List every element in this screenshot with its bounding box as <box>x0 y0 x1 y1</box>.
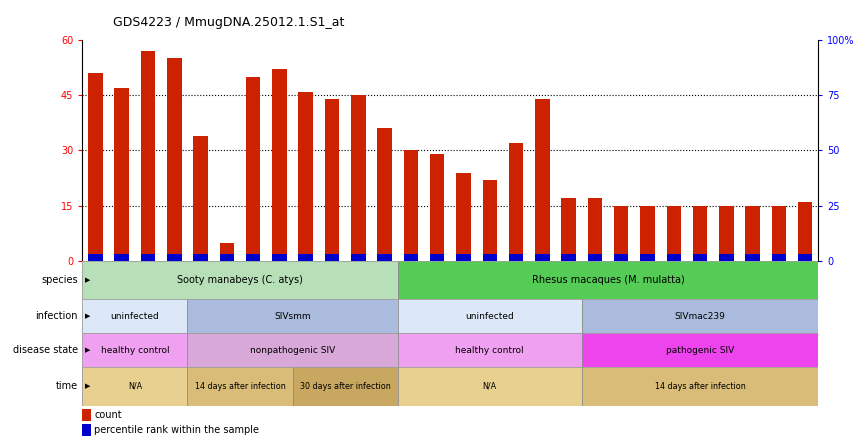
Text: SIVmac239: SIVmac239 <box>675 312 726 321</box>
Bar <box>561 254 576 261</box>
Text: disease state: disease state <box>13 345 78 355</box>
Text: N/A: N/A <box>482 382 497 391</box>
Bar <box>246 77 261 261</box>
Bar <box>220 254 234 261</box>
Bar <box>772 206 786 261</box>
Bar <box>378 128 391 261</box>
Text: Rhesus macaques (M. mulatta): Rhesus macaques (M. mulatta) <box>532 275 684 285</box>
Bar <box>325 99 339 261</box>
Bar <box>582 367 818 405</box>
Bar <box>614 254 629 261</box>
Bar <box>397 299 582 333</box>
Bar <box>141 254 155 261</box>
Bar <box>246 254 261 261</box>
Text: GDS4223 / MmugDNA.25012.1.S1_at: GDS4223 / MmugDNA.25012.1.S1_at <box>113 16 344 29</box>
Bar <box>187 333 397 367</box>
Text: infection: infection <box>36 311 78 321</box>
Bar <box>378 254 391 261</box>
Text: healthy control: healthy control <box>456 346 524 355</box>
Text: uninfected: uninfected <box>111 312 159 321</box>
Text: nonpathogenic SIV: nonpathogenic SIV <box>250 346 335 355</box>
Bar <box>114 254 129 261</box>
Bar <box>299 91 313 261</box>
Bar <box>588 254 602 261</box>
Bar <box>193 136 208 261</box>
Bar <box>193 254 208 261</box>
Bar <box>798 254 812 261</box>
Text: N/A: N/A <box>128 382 142 391</box>
Bar <box>561 198 576 261</box>
Bar <box>88 73 103 261</box>
Bar <box>82 299 187 333</box>
Bar <box>397 261 818 299</box>
Text: pathogenic SIV: pathogenic SIV <box>666 346 734 355</box>
Bar <box>167 254 182 261</box>
Text: time: time <box>55 381 78 392</box>
Text: count: count <box>94 410 121 420</box>
Bar <box>167 58 182 261</box>
Bar <box>614 206 629 261</box>
Bar <box>272 254 287 261</box>
Bar <box>509 143 523 261</box>
Bar <box>430 154 444 261</box>
Bar <box>397 333 582 367</box>
Bar <box>640 206 655 261</box>
Bar <box>141 51 155 261</box>
Text: SIVsmm: SIVsmm <box>275 312 311 321</box>
Bar <box>693 254 708 261</box>
Text: 14 days after infection: 14 days after infection <box>655 382 746 391</box>
Bar <box>325 254 339 261</box>
Bar <box>220 242 234 261</box>
Bar <box>719 254 734 261</box>
Bar <box>746 254 759 261</box>
Bar <box>640 254 655 261</box>
Bar <box>482 180 497 261</box>
Bar <box>719 206 734 261</box>
Bar <box>114 88 129 261</box>
Bar <box>82 409 91 421</box>
Bar <box>351 95 365 261</box>
Bar <box>82 333 187 367</box>
Bar <box>397 367 582 405</box>
Text: species: species <box>42 275 78 285</box>
Bar <box>582 299 818 333</box>
Bar <box>588 198 602 261</box>
Bar <box>772 254 786 261</box>
Text: 14 days after infection: 14 days after infection <box>195 382 286 391</box>
Bar <box>299 254 313 261</box>
Bar <box>88 254 103 261</box>
Bar <box>456 254 471 261</box>
Text: ▶: ▶ <box>85 347 90 353</box>
Text: 30 days after infection: 30 days after infection <box>300 382 391 391</box>
Bar <box>482 254 497 261</box>
Bar <box>272 69 287 261</box>
Bar <box>430 254 444 261</box>
Bar <box>82 261 397 299</box>
Text: ▶: ▶ <box>85 277 90 283</box>
Bar <box>404 151 418 261</box>
Bar <box>351 254 365 261</box>
Bar <box>509 254 523 261</box>
Bar <box>798 202 812 261</box>
Bar <box>746 206 759 261</box>
Bar <box>667 206 681 261</box>
Bar <box>404 254 418 261</box>
Bar <box>535 99 550 261</box>
Text: Sooty manabeys (C. atys): Sooty manabeys (C. atys) <box>177 275 303 285</box>
Bar <box>582 333 818 367</box>
Bar <box>456 173 471 261</box>
Text: percentile rank within the sample: percentile rank within the sample <box>94 425 259 436</box>
Bar <box>667 254 681 261</box>
Bar <box>187 299 397 333</box>
Bar <box>293 367 397 405</box>
Text: uninfected: uninfected <box>465 312 514 321</box>
Text: healthy control: healthy control <box>100 346 169 355</box>
Bar <box>82 424 91 436</box>
Text: ▶: ▶ <box>85 384 90 389</box>
Bar <box>187 367 293 405</box>
Bar <box>535 254 550 261</box>
Text: ▶: ▶ <box>85 313 90 319</box>
Bar <box>82 367 187 405</box>
Bar <box>693 206 708 261</box>
